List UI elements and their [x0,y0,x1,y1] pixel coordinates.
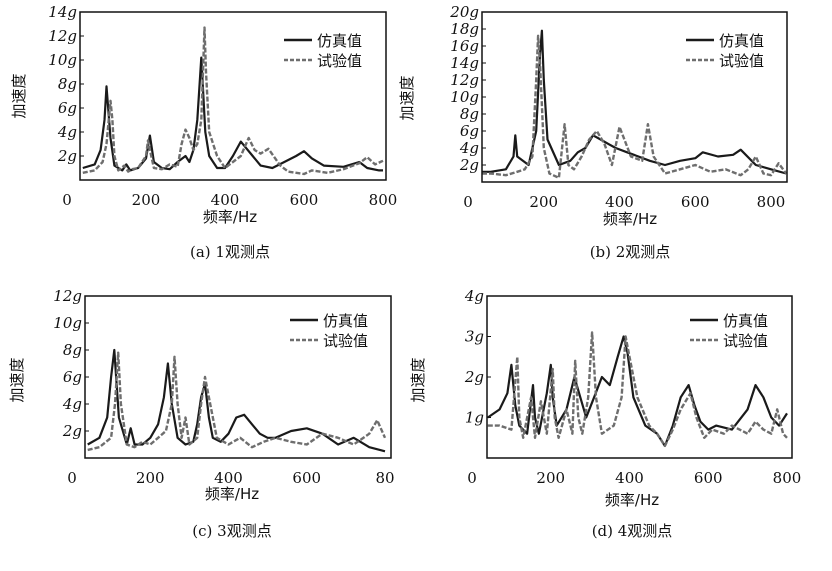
y-tick-label: 3g [465,328,484,346]
panel-caption: (d) 4观测点 [592,522,673,540]
x-tick-label: 80 [375,469,394,487]
legend-label-test: 试验值 [719,52,764,70]
x-tick-label: 400 [615,469,644,487]
y-tick-label: 10g [53,314,82,332]
x-tick-label: 800 [369,191,398,209]
series-line-test [482,34,787,180]
legend-label-sim: 仿真值 [723,312,768,330]
series-line-test [82,26,384,176]
x-tick-label: 0 [67,469,77,487]
panel-caption: (b) 2观测点 [590,243,671,261]
x-tick-label: 200 [529,193,558,211]
y-tick-label: 4g [57,123,77,141]
y-tick-label: 8g [58,75,77,93]
y-tick-label: 1g [465,409,484,427]
series-line-sim [82,56,383,172]
x-tick-label: 600 [290,191,319,209]
y-tick-label: 6g [460,122,479,140]
x-tick-label: 200 [136,469,165,487]
series-line-test [87,351,387,452]
plot-frame [79,11,387,181]
y-axis-label: 加速度 [10,73,28,118]
x-tick-label: 200 [536,469,565,487]
x-tick-label: 400 [605,193,634,211]
y-tick-label: 2g [57,147,77,165]
x-tick-label: 600 [292,469,321,487]
chart-panel-4: 1g 2g 3g 4g 0 200 400 600 800 频率/Hz 加速度 (d) 4观测点 仿真值… [409,287,801,540]
x-tick-label: 0 [463,193,473,211]
y-axis-label: 加速度 [8,357,26,402]
y-tick-label: 8g [63,341,82,359]
y-axis-label: 加速度 [409,357,427,402]
y-tick-label: 10g [48,51,77,69]
x-tick-label: 400 [214,469,243,487]
y-tick-label: 2g [459,156,479,174]
legend-label-test: 试验值 [323,332,368,350]
x-tick-label: 600 [694,469,723,487]
y-tick-label: 12g [450,71,479,89]
y-tick-label: 14g [48,3,77,21]
y-tick-label: 4g [464,287,484,305]
series-line-sim [87,348,386,453]
x-axis-label: 频率/Hz [603,210,657,228]
x-tick-label: 400 [211,191,240,209]
legend-label-test: 试验值 [317,52,362,70]
x-tick-label: 200 [132,191,161,209]
x-tick-label: 600 [681,193,710,211]
legend-label-sim: 仿真值 [317,32,362,50]
x-axis-label: 频率/Hz [605,491,659,509]
y-tick-label: 8g [460,105,479,123]
y-axis-label: 加速度 [398,75,416,120]
legend-label-sim: 仿真值 [719,32,764,50]
y-tick-label: 18g [450,20,479,38]
y-tick-label: 6g [58,99,77,117]
y-tick-label: 12g [48,27,77,45]
legend-label-sim: 仿真值 [323,312,368,330]
chart-panel-3: 2g 4g 6g 8g 10g 12g 0 200 400 600 80 频率/Hz 加速度 (c) 3观… [8,287,395,540]
x-tick-label: 0 [467,469,477,487]
y-tick-label: 10g [450,88,479,106]
panel-caption: (c) 3观测点 [192,522,271,540]
y-tick-label: 20g [449,3,479,21]
x-axis-label: 频率/Hz [205,485,259,503]
x-tick-label: 800 [773,469,802,487]
y-tick-label: 4g [459,139,479,157]
y-tick-label: 16g [450,37,479,55]
y-tick-label: 12g [53,287,82,305]
series-line-test [487,331,788,448]
legend-label-test: 试验值 [723,332,768,350]
x-tick-label: 800 [757,193,786,211]
x-axis-label: 频率/Hz [203,208,257,226]
chart-panel-1: 2g 4g 6g 8g 10g 12g 14g 0 200 400 600 800 频率/Hz 加速度 (a… [10,3,397,261]
x-tick-label: 0 [62,191,72,209]
series-line-sim [487,335,788,447]
y-tick-label: 6g [63,368,82,386]
y-tick-label: 2g [464,368,484,386]
y-tick-label: 14g [450,54,479,72]
panel-caption: (a) 1观测点 [190,243,270,261]
y-tick-label: 4g [62,395,82,413]
y-tick-label: 2g [62,422,82,440]
